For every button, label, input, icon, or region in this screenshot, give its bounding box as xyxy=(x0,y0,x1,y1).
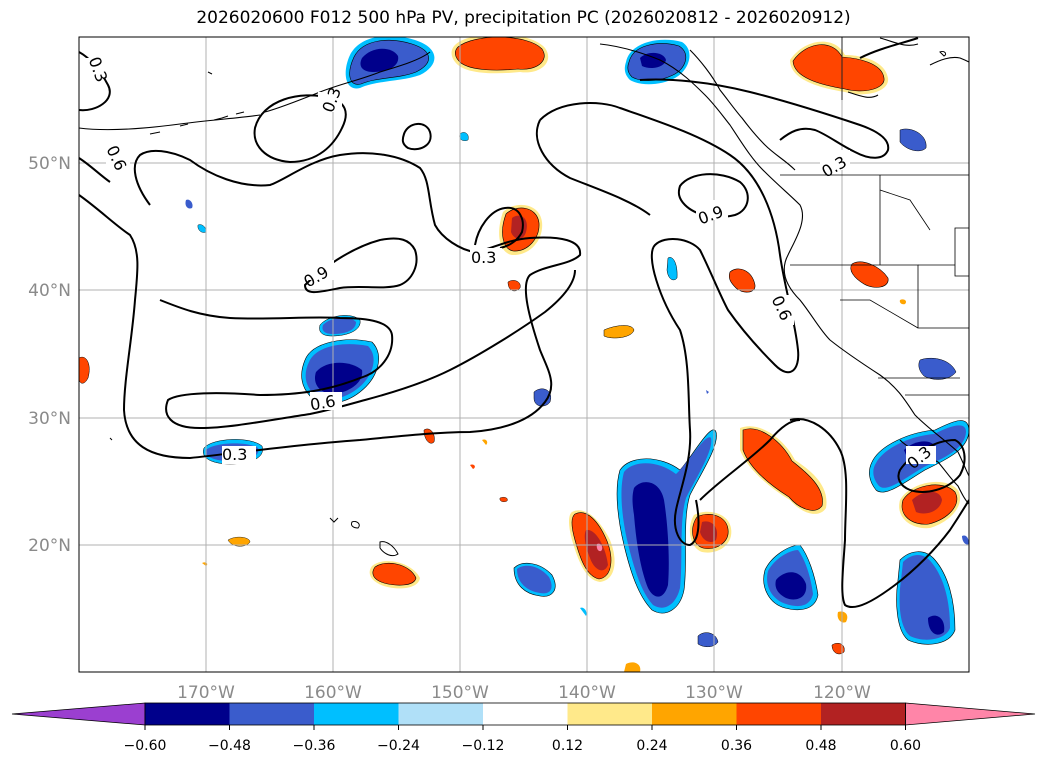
map-frame xyxy=(78,36,970,673)
colorbar-tick-label: −0.24 xyxy=(377,738,420,754)
precip-blob-ne xyxy=(850,261,889,288)
contour-0.9-east-ring xyxy=(677,173,749,218)
colorbar-extend-high xyxy=(905,702,1036,726)
colorbar-tick-label: 0.36 xyxy=(721,738,752,754)
colorbar-segment xyxy=(314,703,399,725)
colorbar-segment xyxy=(483,703,568,725)
lon-label: 170°W xyxy=(177,683,235,703)
longitude-labels: 170°W 160°W 150°W 140°W 130°W 120°W xyxy=(177,683,871,703)
colorbar: −0.60 −0.48 −0.36 −0.24 −0.12 0.12 0.24 … xyxy=(11,702,1036,754)
contour-0.3-southeast xyxy=(789,418,969,608)
colorbar-tick-label: 0.48 xyxy=(805,738,836,754)
precip-blob-subtropical-b xyxy=(569,510,615,582)
contour-0.3-bc xyxy=(639,78,890,159)
contour-0.6-east-upper xyxy=(535,119,651,216)
colorbar-ticks xyxy=(144,725,906,730)
colorbar-tick-label: −0.48 xyxy=(208,738,251,754)
colorbar-tick-label: 0.60 xyxy=(890,738,921,754)
lat-label: 30°N xyxy=(28,409,71,429)
coastlines xyxy=(79,37,969,505)
colorbar-outline xyxy=(144,702,906,726)
lon-label: 130°W xyxy=(685,683,743,703)
lat-label: 20°N xyxy=(28,536,71,556)
precip-blob-far-southeast xyxy=(896,551,956,645)
map-title: 2026020600 F012 500 hPa PV, precipitatio… xyxy=(196,8,851,28)
colorbar-segment xyxy=(145,703,230,725)
contour-0.6-upper-left xyxy=(79,157,111,183)
pv-contours xyxy=(79,37,969,608)
precip-blob-aleutians xyxy=(345,37,435,89)
precip-blob-bc-coast xyxy=(790,41,889,95)
lat-label: 50°N xyxy=(28,154,71,174)
colorbar-tick-label: 0.12 xyxy=(552,738,583,754)
precip-blob-central-blue xyxy=(301,339,379,404)
contour-label: 0.3 xyxy=(222,445,247,464)
precip-blob-gulf-alaska xyxy=(451,37,549,74)
islands xyxy=(109,51,947,557)
colorbar-segment xyxy=(567,703,652,725)
lon-label: 140°W xyxy=(558,683,616,703)
precip-blob-sitka xyxy=(624,39,690,85)
precip-blob-east-coast xyxy=(899,481,961,529)
colorbar-extend-low xyxy=(11,702,146,726)
contour-0.6-large xyxy=(79,149,582,460)
colorbar-segment xyxy=(736,703,821,725)
colorbar-segment xyxy=(398,703,483,725)
contour-0.3-mid xyxy=(474,206,524,249)
contour-0.3-aleutian-loop xyxy=(253,94,347,164)
lon-label: 160°W xyxy=(304,683,362,703)
latitude-labels: 50°N 40°N 30°N 20°N xyxy=(28,154,71,556)
contour-label: 0.6 xyxy=(309,391,337,414)
precip-blob-subtropical-c xyxy=(689,511,732,553)
lon-label: 120°W xyxy=(813,683,871,703)
political-borders xyxy=(780,37,969,396)
contour-label: 0.3 xyxy=(471,248,496,267)
lon-label: 150°W xyxy=(431,683,489,703)
precip-blob-central-south xyxy=(616,429,717,614)
colorbar-tick-label: 0.24 xyxy=(636,738,667,754)
lat-label: 40°N xyxy=(28,281,71,301)
precip-negative-areas xyxy=(185,37,969,647)
colorbar-tick-label: −0.36 xyxy=(293,738,336,754)
colorbar-segment xyxy=(229,703,314,725)
colorbar-tick-label: −0.12 xyxy=(462,738,505,754)
contour-0.3-baja-ring xyxy=(897,438,966,493)
colorbar-tick-label: −0.60 xyxy=(124,738,167,754)
contour-0.9-central xyxy=(303,237,418,294)
precip-blob-southeast xyxy=(763,544,819,611)
colorbar-segment xyxy=(652,703,737,725)
contour-0.3-small-ring xyxy=(401,123,432,151)
contour-0.3-top-right xyxy=(859,37,919,59)
colorbar-segment xyxy=(821,703,906,725)
contour-label-group: 0.3 0.3 0.6 0.3 0.9 0.3 0.3 0.9 0.6 0.6 … xyxy=(85,54,936,473)
contour-0.6-southeast-link xyxy=(699,419,801,501)
contour-0.9-central-link xyxy=(159,269,576,430)
precip-blob-hawaii xyxy=(369,561,420,589)
contour-0.6-east xyxy=(539,102,800,547)
